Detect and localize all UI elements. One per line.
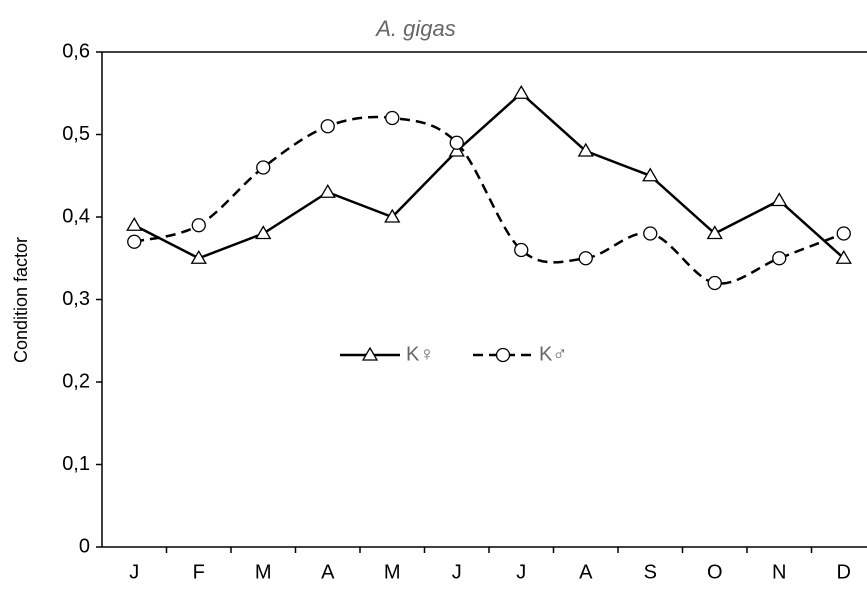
y-axis-label: Condition factor: [11, 237, 31, 363]
x-tick-label: D: [837, 561, 851, 583]
data-point: [126, 216, 143, 231]
x-tick-label: S: [644, 561, 657, 583]
x-tick-label: J: [129, 561, 139, 583]
data-point: [384, 208, 401, 223]
data-point: [190, 249, 207, 264]
data-point: [191, 218, 206, 233]
data-point: [642, 167, 659, 182]
x-tick-label: A: [579, 561, 593, 583]
data-point: [514, 242, 529, 258]
data-point: [643, 226, 658, 241]
series-line: [133, 91, 845, 260]
legend-label: K♂: [539, 343, 567, 365]
x-tick-label: F: [193, 561, 205, 583]
data-point: [771, 192, 788, 207]
y-tick-label: 0,5: [62, 123, 90, 145]
data-point: [385, 110, 400, 126]
data-point: [449, 135, 464, 150]
legend-marker: [495, 347, 511, 363]
data-point: [319, 183, 336, 198]
x-tick-label: J: [516, 561, 526, 583]
y-tick-label: 0: [79, 535, 90, 557]
y-tick-label: 0,4: [62, 205, 90, 227]
x-tick-label: J: [452, 561, 462, 583]
x-tick-label: M: [255, 561, 272, 583]
x-tick-label: O: [707, 561, 723, 583]
data-point: [577, 142, 594, 157]
data-point: [256, 160, 271, 175]
data-point: [448, 142, 465, 157]
y-tick-label: 0,6: [62, 40, 90, 62]
x-tick-label: A: [321, 561, 335, 583]
legend-label: K♀: [406, 343, 434, 365]
x-tick-label: N: [772, 561, 786, 583]
y-tick-label: 0,1: [62, 453, 90, 475]
y-tick-label: 0,3: [62, 288, 90, 310]
x-tick-label: M: [384, 561, 401, 583]
data-point: [772, 251, 787, 266]
data-point: [578, 251, 593, 266]
legend-marker: [361, 346, 379, 361]
chart-title: A. gigas: [374, 16, 456, 41]
data-point: [836, 226, 851, 241]
data-point: [320, 119, 335, 134]
data-point: [706, 225, 723, 240]
data-point: [835, 249, 852, 264]
data-point: [255, 225, 272, 240]
series-line: [133, 115, 845, 285]
data-point: [127, 234, 142, 249]
data-point: [707, 275, 722, 291]
data-point: [513, 84, 530, 99]
y-tick-label: 0,2: [62, 370, 90, 392]
